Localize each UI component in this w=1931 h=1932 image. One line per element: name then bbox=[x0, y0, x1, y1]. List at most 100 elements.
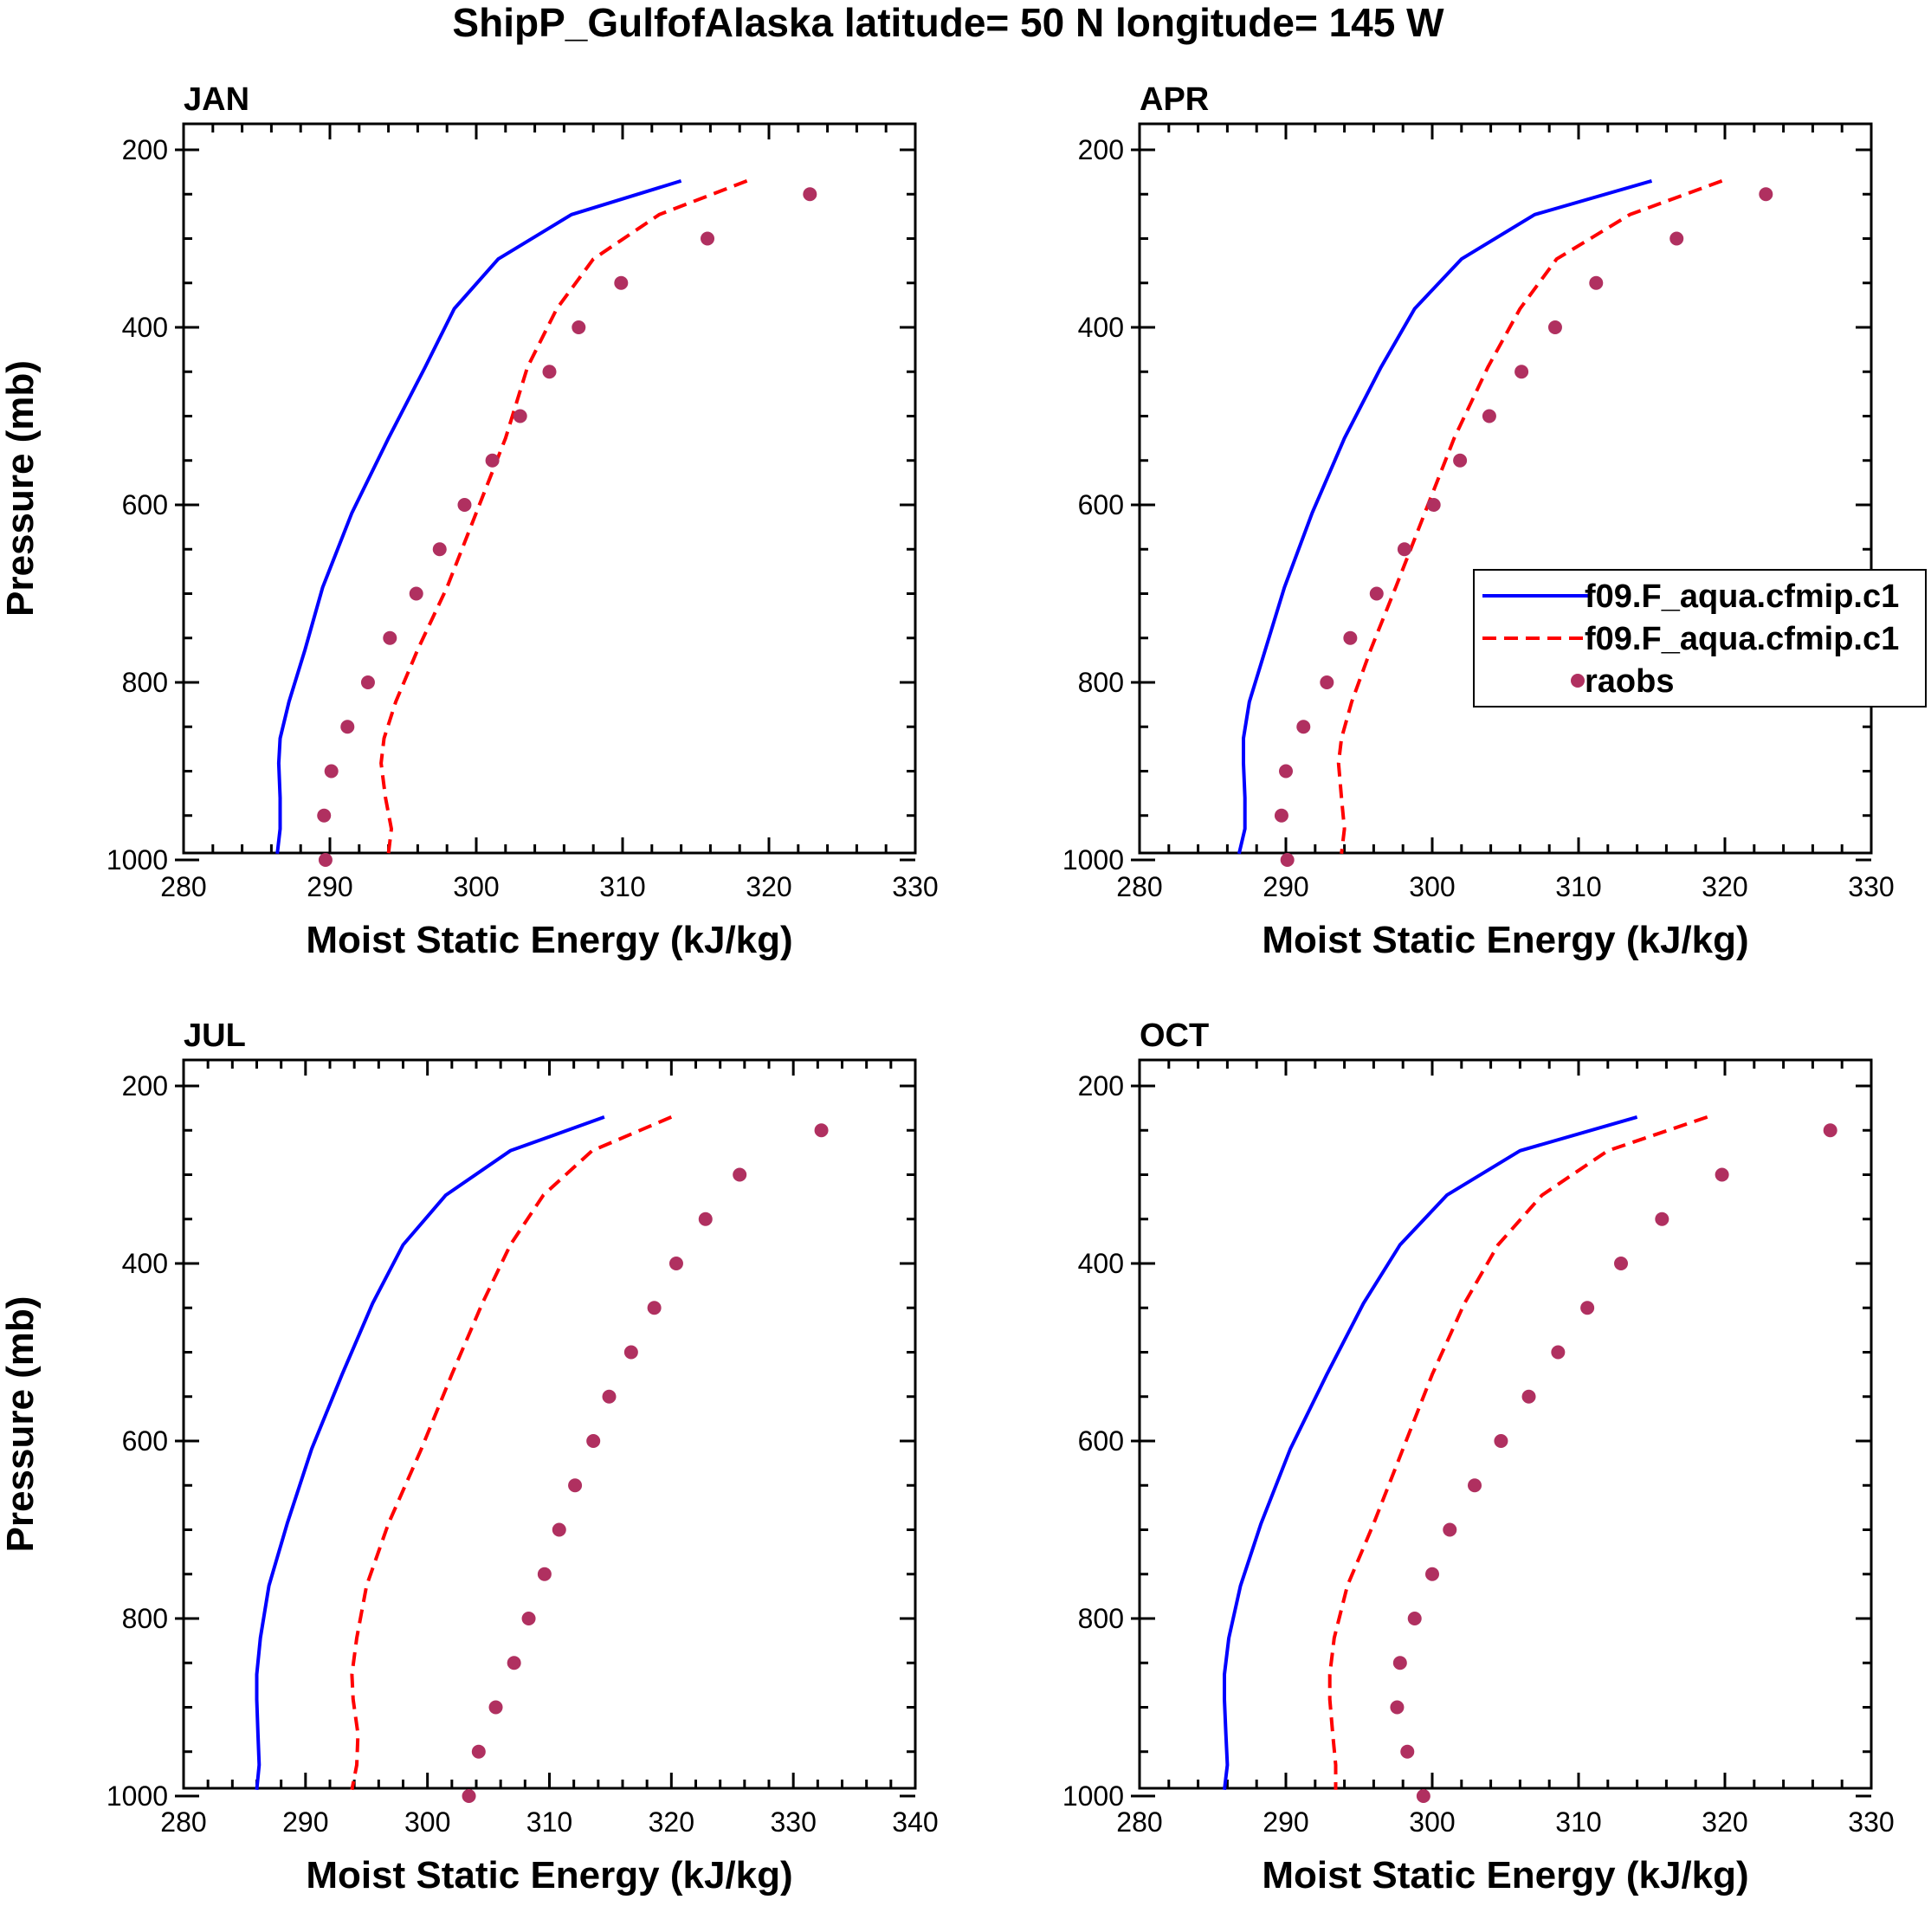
raobs-point bbox=[1443, 1522, 1457, 1537]
x-tick-label: 320 bbox=[746, 871, 791, 902]
y-tick-label: 1000 bbox=[107, 1780, 168, 1812]
raobs-point bbox=[383, 630, 397, 645]
series-line-solid bbox=[255, 1115, 605, 1790]
panel-oct: OCT 280 290 300 310 320 330 200 400 600 800 1000 Moi… bbox=[1062, 1018, 1895, 1896]
y-tick-label: 600 bbox=[122, 489, 168, 520]
raobs-point bbox=[1614, 1257, 1629, 1270]
y-axis-label: Pressure (mb) bbox=[0, 360, 42, 617]
raobs-point bbox=[1669, 231, 1684, 246]
x-tick-label: 330 bbox=[1848, 1806, 1894, 1838]
x-tick-label: 310 bbox=[599, 871, 645, 902]
raobs-point bbox=[1280, 853, 1295, 867]
raobs-point bbox=[471, 1744, 486, 1759]
x-tick-label: 300 bbox=[1409, 1806, 1455, 1838]
raobs-point bbox=[1279, 764, 1293, 779]
y-tick-label: 600 bbox=[122, 1425, 168, 1457]
x-axis-label: Moist Static Energy (kJ/kg) bbox=[1262, 919, 1748, 961]
y-tick-label: 200 bbox=[122, 1070, 168, 1102]
raobs-point bbox=[1416, 1789, 1430, 1803]
series-line-dashed bbox=[1336, 179, 1723, 855]
raobs-point bbox=[614, 275, 629, 290]
raobs-point bbox=[1547, 320, 1562, 334]
x-tick-label: 320 bbox=[649, 1806, 694, 1838]
raobs-point bbox=[733, 1167, 747, 1182]
panel-title: APR bbox=[1140, 81, 1209, 118]
raobs-point bbox=[668, 1257, 683, 1270]
panel-jul: JUL 280 290 300 310 320 330 340 200 400 600 800 1000… bbox=[0, 1018, 939, 1896]
raobs-point bbox=[340, 720, 355, 734]
y-tick-label: 1000 bbox=[1062, 844, 1124, 876]
raobs-point bbox=[1407, 1612, 1422, 1625]
raobs-point bbox=[542, 365, 557, 379]
x-tick-label: 300 bbox=[453, 871, 499, 902]
plot-frame bbox=[182, 122, 917, 855]
x-axis-label: Moist Static Energy (kJ/kg) bbox=[306, 919, 792, 961]
raobs-point bbox=[572, 320, 586, 334]
x-axis-label: Moist Static Energy (kJ/kg) bbox=[1262, 1854, 1748, 1896]
raobs-point bbox=[1296, 720, 1311, 734]
legend-label: f09.F_aqua.cfmip.c1 bbox=[1585, 621, 1899, 657]
x-tick-label: 330 bbox=[892, 871, 938, 902]
raobs-point bbox=[602, 1389, 617, 1404]
plot-frame bbox=[182, 1058, 917, 1790]
raobs-point bbox=[1320, 675, 1334, 689]
raobs-point bbox=[1580, 1301, 1595, 1315]
x-tick-label: 340 bbox=[892, 1806, 938, 1838]
x-axis-label: Moist Static Energy (kJ/kg) bbox=[306, 1854, 792, 1896]
x-tick-label: 300 bbox=[404, 1806, 450, 1838]
raobs-point bbox=[1521, 1389, 1536, 1404]
legend-label: f09.F_aqua.cfmip.c1 bbox=[1585, 578, 1899, 615]
x-tick-label: 320 bbox=[1702, 871, 1747, 902]
raobs-point bbox=[1589, 275, 1604, 290]
raobs-point bbox=[1494, 1434, 1508, 1448]
raobs-point bbox=[432, 542, 447, 557]
y-tick-label: 600 bbox=[1078, 489, 1124, 520]
y-tick-label: 400 bbox=[1078, 312, 1124, 343]
legend-marker bbox=[1571, 674, 1585, 688]
raobs-point bbox=[360, 675, 375, 689]
series-line-dashed bbox=[350, 1115, 673, 1791]
legend-label: raobs bbox=[1585, 663, 1674, 700]
series-line-solid bbox=[1237, 178, 1653, 855]
raobs-point bbox=[324, 764, 339, 779]
legend: f09.F_aqua.cfmip.c1 f09.F_aqua.cfmip.c1ra… bbox=[1473, 569, 1927, 708]
series-line-dashed bbox=[379, 179, 748, 855]
raobs-point bbox=[1759, 187, 1773, 202]
x-tick-label: 280 bbox=[160, 871, 206, 902]
raobs-point bbox=[457, 498, 472, 512]
panel-jan: JAN 280 290 300 310 320 330 200 400 600 800 1000 Moi… bbox=[0, 81, 939, 961]
raobs-point bbox=[1468, 1478, 1482, 1493]
y-axis-label: Pressure (mb) bbox=[0, 1296, 42, 1553]
series-line-solid bbox=[275, 178, 682, 855]
x-tick-label: 280 bbox=[160, 1806, 206, 1838]
raobs-point bbox=[803, 187, 817, 202]
raobs-point bbox=[1482, 409, 1496, 423]
figure-title: ShipP_GulfofAlaska latitude= 50 N longit… bbox=[452, 0, 1444, 45]
x-tick-label: 320 bbox=[1702, 1806, 1747, 1838]
x-tick-label: 290 bbox=[1263, 1806, 1308, 1838]
raobs-point bbox=[623, 1345, 638, 1360]
raobs-point bbox=[513, 409, 527, 423]
panels: JAN 280 290 300 310 320 330 200 400 600 800 1000 Moi… bbox=[0, 81, 1927, 1896]
y-tick-label: 600 bbox=[1078, 1425, 1124, 1457]
x-tick-label: 280 bbox=[1116, 871, 1162, 902]
y-tick-label: 800 bbox=[1078, 1603, 1124, 1634]
raobs-point bbox=[647, 1301, 662, 1315]
plot-frame bbox=[1138, 122, 1873, 855]
x-tick-label: 310 bbox=[1555, 1806, 1601, 1838]
raobs-point bbox=[1343, 630, 1358, 645]
raobs-point bbox=[462, 1789, 476, 1803]
raobs-point bbox=[537, 1567, 552, 1581]
raobs-point bbox=[1425, 1567, 1439, 1581]
raobs-point bbox=[507, 1656, 521, 1670]
raobs-point bbox=[485, 453, 500, 468]
raobs-point bbox=[701, 231, 715, 246]
raobs-point bbox=[698, 1212, 713, 1226]
y-tick-label: 800 bbox=[122, 667, 168, 698]
raobs-point bbox=[814, 1123, 829, 1138]
raobs-point bbox=[1551, 1345, 1566, 1360]
y-tick-label: 800 bbox=[122, 1603, 168, 1634]
raobs-point bbox=[318, 853, 333, 867]
x-tick-label: 330 bbox=[1848, 871, 1894, 902]
